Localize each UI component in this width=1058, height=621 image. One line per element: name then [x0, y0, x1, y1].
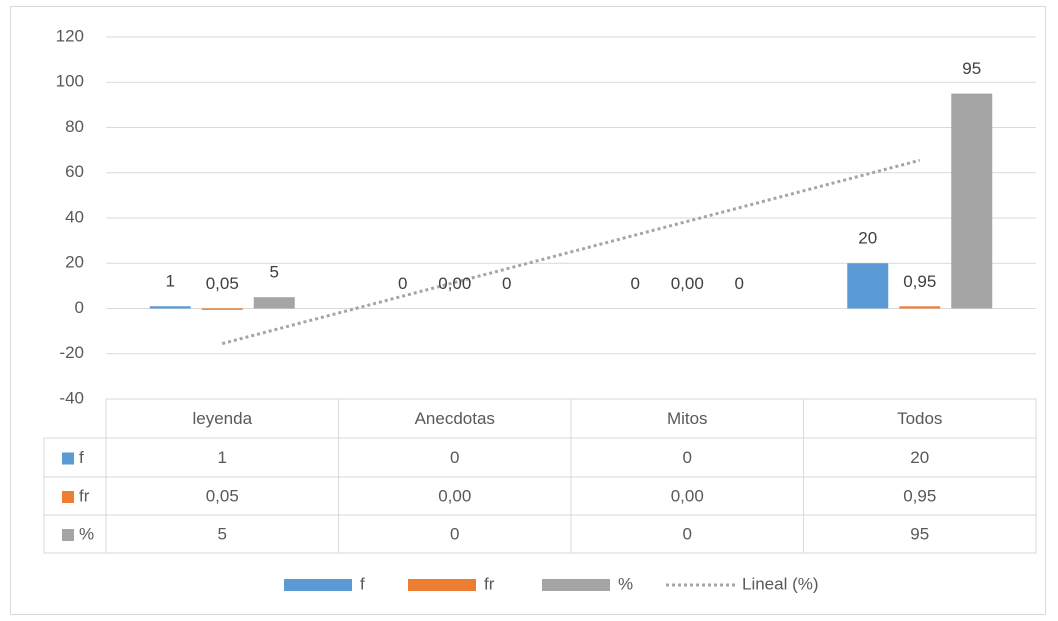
chart-frame — [10, 6, 1046, 615]
data-label: 0,00 — [438, 274, 471, 293]
bar-%-leyenda — [253, 297, 295, 309]
table-cell: 1 — [218, 448, 227, 467]
table-cell: 95 — [910, 524, 929, 543]
table-series-name: f — [79, 448, 84, 467]
y-tick-label: -40 — [59, 388, 84, 407]
data-label: 0 — [735, 274, 744, 293]
data-label: 0 — [398, 274, 407, 293]
table-cell: 0,00 — [438, 486, 471, 505]
x-category-label: Mitos — [667, 409, 708, 428]
y-tick-label: 100 — [56, 72, 84, 91]
table-cell: 0 — [683, 524, 692, 543]
table-cell: 0 — [450, 448, 459, 467]
data-label: 0 — [631, 274, 640, 293]
bar-%-Todos — [951, 93, 993, 309]
y-tick-label: 20 — [65, 253, 84, 272]
table-cell: 0 — [450, 524, 459, 543]
table-cell: 5 — [218, 524, 227, 543]
x-category-label: leyenda — [192, 409, 252, 428]
x-category-label: Todos — [897, 409, 942, 428]
legend-key-fr — [62, 491, 74, 503]
legend-key-f — [62, 452, 74, 465]
x-category-label: Anecdotas — [415, 409, 495, 428]
y-tick-label: -20 — [59, 343, 84, 362]
data-label: 5 — [270, 263, 279, 282]
bar-f-Todos — [847, 263, 889, 309]
legend-swatch-f — [284, 579, 352, 591]
y-tick-label: 120 — [56, 26, 84, 45]
legend-label: f — [360, 574, 365, 593]
data-label: 0,05 — [206, 274, 239, 293]
trendline — [221, 158, 921, 346]
data-label: 0,00 — [671, 274, 704, 293]
legend-key-% — [62, 529, 74, 541]
table-cell: 20 — [910, 448, 929, 467]
y-tick-label: 0 — [75, 298, 84, 317]
y-tick-label: 80 — [65, 117, 84, 136]
legend-swatch-% — [542, 579, 610, 591]
y-tick-label: 40 — [65, 207, 84, 226]
legend-label: % — [618, 574, 633, 593]
table-cell: 0 — [683, 448, 692, 467]
data-label: 1 — [166, 272, 175, 291]
table-series-name: fr — [79, 486, 90, 505]
table-cell: 0,00 — [671, 486, 704, 505]
data-label: 95 — [962, 59, 981, 78]
bar-fr-leyenda — [201, 308, 243, 310]
bar-fr-Todos — [899, 306, 941, 309]
y-tick-label: 60 — [65, 162, 84, 181]
data-label: 20 — [858, 229, 877, 248]
table-series-name: % — [79, 524, 94, 543]
legend-label: Lineal (%) — [742, 574, 819, 593]
bar-f-leyenda — [149, 306, 191, 309]
data-label: 0,95 — [903, 272, 936, 291]
legend-label: fr — [484, 574, 495, 593]
legend-swatch-fr — [408, 579, 476, 591]
table-cell: 0,05 — [206, 486, 239, 505]
data-label: 0 — [502, 274, 511, 293]
table-cell: 0,95 — [903, 486, 936, 505]
